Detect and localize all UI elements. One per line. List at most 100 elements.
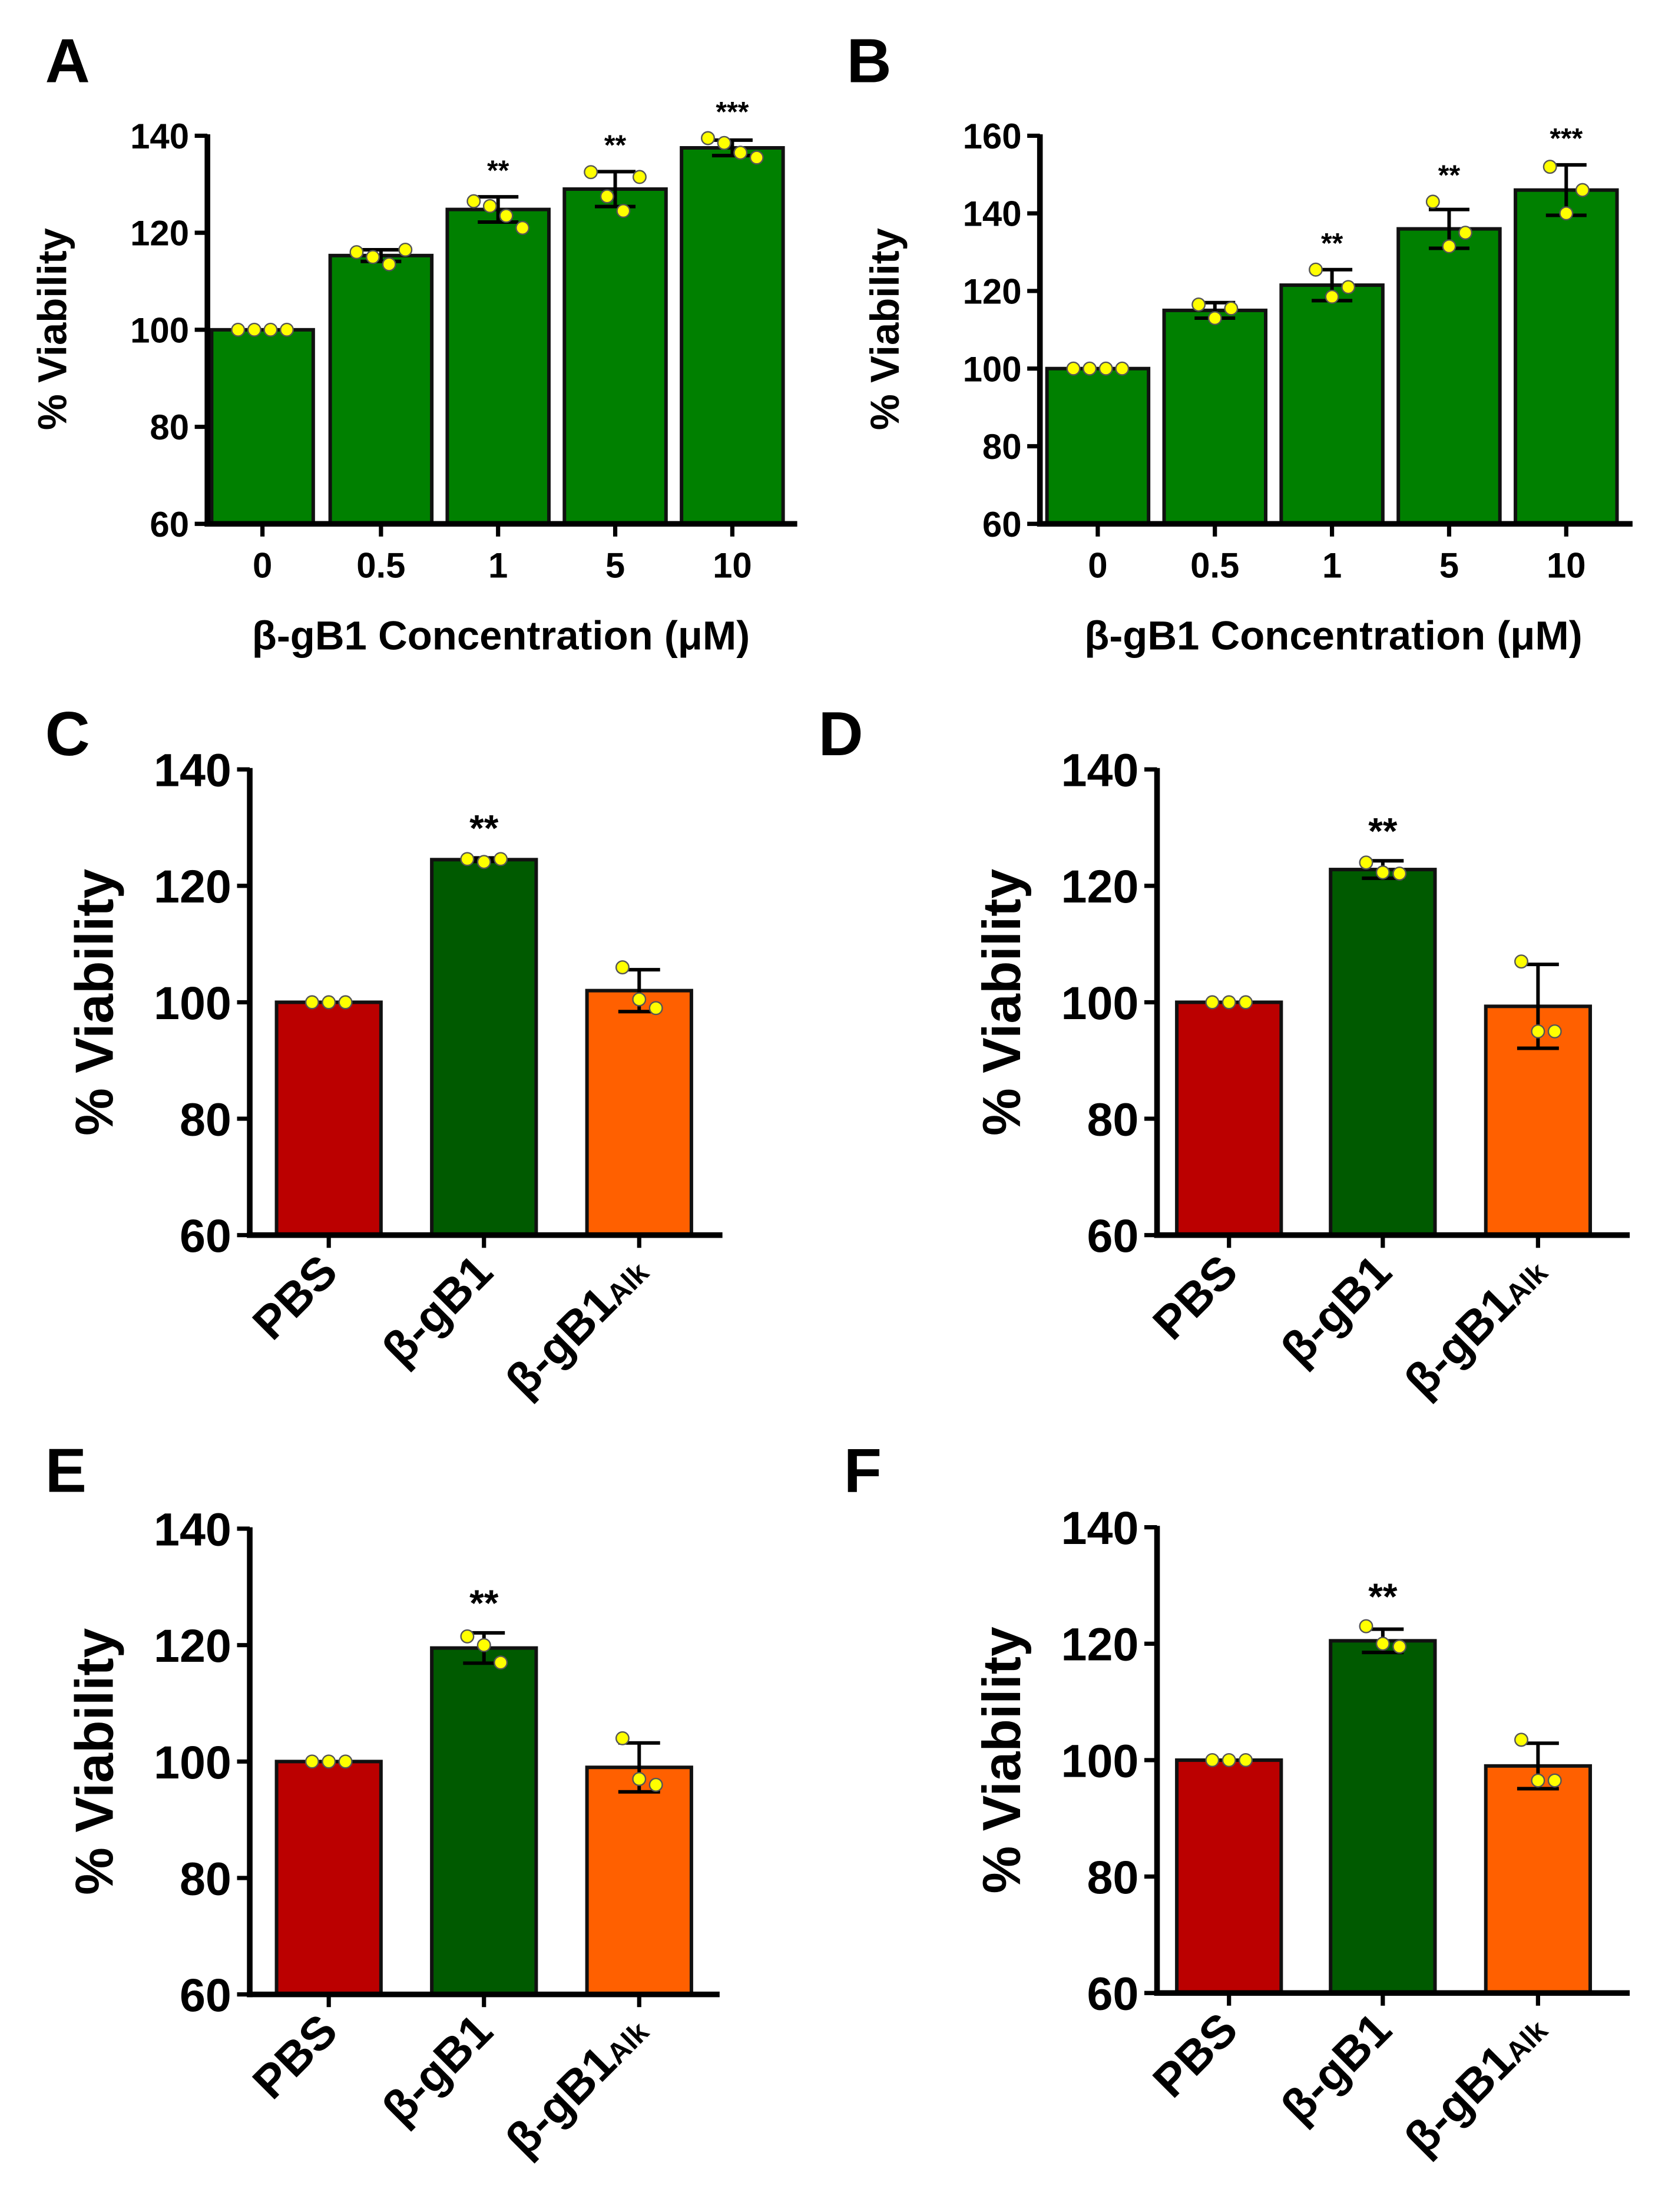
data-point <box>717 135 731 150</box>
data-point <box>247 322 261 337</box>
y-tick-label: 100 <box>130 310 189 350</box>
data-point <box>1325 289 1339 304</box>
y-tick-label: 60 <box>982 505 1022 544</box>
data-point <box>231 322 246 337</box>
y-tick-label: 140 <box>154 1503 231 1555</box>
data-point <box>460 852 475 867</box>
data-point <box>1375 1636 1390 1651</box>
x-tick-label: 1 <box>488 545 508 585</box>
data-point <box>1205 995 1220 1010</box>
y-tick-label: 80 <box>982 427 1022 467</box>
x-tick-label-text: β-gB1 <box>1394 2034 1524 2164</box>
data-point <box>701 131 715 146</box>
x-tick-label: β-gB1Alk <box>1394 1244 1557 1407</box>
data-point <box>466 194 481 209</box>
x-tick-label: 0 <box>253 545 272 585</box>
data-point <box>1115 361 1130 376</box>
data-point <box>1514 1732 1528 1747</box>
panel-label: F <box>844 1437 882 1506</box>
data-point <box>322 995 336 1010</box>
data-point <box>1222 995 1236 1010</box>
y-tick-label: 120 <box>1061 860 1138 912</box>
data-point <box>1239 995 1253 1010</box>
data-point <box>749 150 764 165</box>
bar <box>328 253 434 526</box>
x-tick-label: β-gB1Alk <box>495 1244 658 1407</box>
y-tick-label: 80 <box>180 1852 231 1904</box>
panel-label: D <box>819 700 863 769</box>
significance-label: *** <box>1550 123 1583 154</box>
x-tick-label: PBS <box>1143 2002 1247 2107</box>
x-tick-label-text: β-gB1 <box>495 2036 625 2166</box>
data-point <box>1341 280 1356 295</box>
bar <box>1484 1764 1593 1995</box>
x-tick-label: β-gB1Alk <box>1394 2002 1557 2165</box>
x-tick-label: PBS <box>243 1245 347 1350</box>
x-tick-label: 5 <box>1439 545 1459 585</box>
data-point <box>499 209 514 223</box>
bar <box>680 146 785 526</box>
significance-label: ** <box>469 808 499 849</box>
y-tick-label: 60 <box>180 1209 231 1262</box>
x-tick-label: 1 <box>1322 545 1342 585</box>
data-point <box>1531 1024 1545 1039</box>
bar <box>1279 283 1385 526</box>
data-point <box>1575 183 1590 197</box>
x-tick-label-text: β-gB1 <box>1271 1245 1401 1375</box>
data-point <box>494 1655 508 1670</box>
data-point <box>494 852 508 867</box>
data-point <box>1222 1753 1236 1767</box>
x-axis-title: β-gB1 Concentration (μM) <box>1084 613 1582 658</box>
x-tick-label-text: β-gB1 <box>495 1277 625 1407</box>
data-point <box>1066 361 1081 376</box>
bar <box>1396 227 1502 526</box>
data-point <box>584 165 598 180</box>
x-tick-label: β-gB1 <box>372 1245 502 1375</box>
x-axis-title: β-gB1 Concentration (μM) <box>252 613 750 658</box>
data-point <box>366 250 380 264</box>
data-point <box>515 220 530 235</box>
bar <box>1329 868 1437 1237</box>
bar <box>585 988 693 1237</box>
y-tick-label: 140 <box>154 744 231 796</box>
bar <box>585 1765 693 1996</box>
y-axis-title: % Viability <box>30 228 75 430</box>
y-axis-title: % Viability <box>972 1626 1032 1893</box>
y-axis-title: % Viability <box>862 228 908 430</box>
y-tick-label: 100 <box>1061 1734 1138 1787</box>
data-point <box>476 855 491 869</box>
y-tick-label: 80 <box>150 408 189 447</box>
x-tick-label-text: β-gB1 <box>372 1245 502 1375</box>
y-tick-label: 140 <box>1061 1502 1138 1554</box>
data-point <box>460 1629 475 1644</box>
bar <box>445 207 551 526</box>
data-point <box>1239 1753 1253 1767</box>
y-axis-title: % Viability <box>65 1628 125 1894</box>
y-tick-label: 160 <box>963 117 1022 156</box>
y-tick-label: 120 <box>963 272 1022 312</box>
data-point <box>616 204 631 219</box>
significance-label: ** <box>604 130 627 161</box>
y-axis-title: % Viability <box>972 868 1032 1135</box>
data-point <box>263 322 278 337</box>
y-tick-label: 80 <box>1087 1851 1138 1903</box>
x-tick-label: β-gB1 <box>1271 2002 1401 2132</box>
data-point <box>349 245 364 260</box>
significance-label: ** <box>1321 228 1343 259</box>
bar <box>430 1646 538 1996</box>
data-point <box>1442 239 1457 254</box>
y-tick-label: 140 <box>963 194 1022 234</box>
data-point <box>632 170 647 184</box>
panel-label: E <box>45 1437 87 1506</box>
data-point <box>304 1754 319 1769</box>
data-point <box>398 242 413 257</box>
data-point <box>615 1731 630 1745</box>
y-tick-label: 120 <box>154 1619 231 1672</box>
data-point <box>280 322 294 337</box>
data-point <box>338 1754 353 1769</box>
